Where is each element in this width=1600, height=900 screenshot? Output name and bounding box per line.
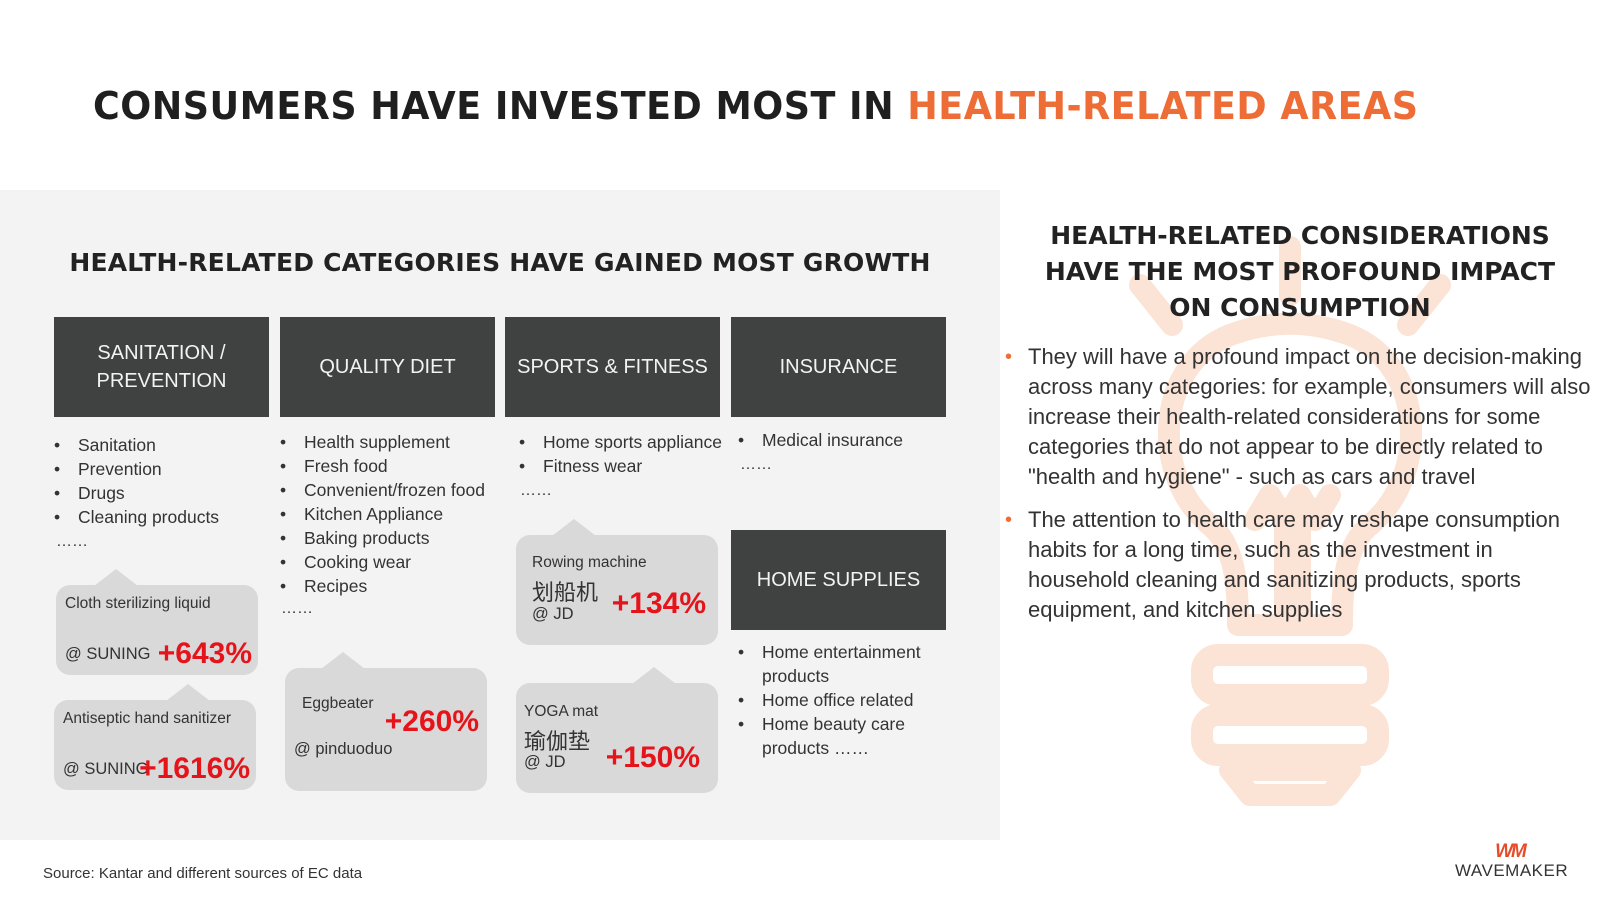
wavemaker-logo-icon: WM (1495, 841, 1527, 862)
callout-label: Antiseptic hand sanitizer (63, 710, 232, 727)
callout-eggbeater: Eggbeater +260% @ pinduoduo (285, 652, 487, 791)
list-item: Home sports appliance (519, 430, 739, 454)
callout-notch (321, 652, 365, 669)
sports-item-list: Home sports appliance Fitness wear (519, 430, 739, 478)
callout-source: @ JD (524, 753, 566, 771)
wavemaker-logo: WM WAVEMAKER (1455, 841, 1569, 880)
page-title-prefix: CONSUMERS HAVE INVESTED MOST IN (93, 84, 908, 128)
home-supplies-item-list: Home entertainment products Home office … (738, 640, 948, 760)
list-item: Recipes (280, 574, 505, 598)
callout-growth-value: +1616% (139, 752, 250, 785)
callout-source: @ SUNING (63, 760, 149, 778)
callout-notch (166, 684, 210, 701)
list-item: The attention to health care may reshape… (1005, 505, 1595, 625)
list-item: Fresh food (280, 454, 505, 478)
callout-label: YOGA mat (524, 703, 599, 720)
callout-notch (94, 569, 138, 586)
list-item: Fitness wear (519, 454, 739, 478)
category-header-insurance: INSURANCE (731, 317, 946, 417)
impact-points-list: They will have a profound impact on the … (1005, 342, 1595, 638)
quality-diet-more: …… (281, 600, 313, 617)
callout-yoga-mat: YOGA mat 瑜伽垫 @ JD +150% (516, 667, 718, 793)
list-item: Cooking wear (280, 550, 505, 574)
page-title: CONSUMERS HAVE INVESTED MOST IN HEALTH-R… (93, 84, 1419, 128)
callout-source: @ SUNING (65, 645, 151, 663)
sports-more: …… (520, 482, 552, 499)
insurance-item-list: Medical insurance (738, 428, 948, 452)
callout-growth-value: +134% (611, 587, 706, 620)
list-item: Home office related (738, 688, 948, 712)
callout-growth-value: +643% (157, 637, 252, 670)
callout-label-chinese: 瑜伽垫 (524, 730, 591, 755)
callout-label-chinese: 划船机 (532, 581, 599, 606)
list-item: Home entertainment products (738, 640, 948, 688)
list-item: Cleaning products (54, 505, 269, 529)
callout-cloth-sterilizing-liquid: Cloth sterilizing liquid @ SUNING +643% (56, 569, 258, 675)
wavemaker-logo-text: WAVEMAKER (1455, 861, 1569, 880)
callout-label: Eggbeater (302, 695, 374, 712)
callout-source: @ pinduoduo (294, 740, 393, 758)
list-item: Prevention (54, 457, 269, 481)
callout-growth-value: +150% (605, 741, 700, 774)
callout-label: Cloth sterilizing liquid (65, 595, 211, 612)
page-title-highlight: HEALTH-RELATED AREAS (907, 84, 1419, 128)
quality-diet-item-list: Health supplement Fresh food Convenient/… (280, 430, 505, 598)
list-item: Baking products (280, 526, 505, 550)
source-note: Source: Kantar and different sources of … (43, 865, 363, 882)
growth-panel-heading: HEALTH-RELATED CATEGORIES HAVE GAINED MO… (69, 248, 931, 277)
category-header-sports-fitness: SPORTS & FITNESS (505, 317, 720, 417)
list-item: Home beauty care products …… (738, 712, 948, 760)
callout-notch (632, 667, 676, 684)
sanitation-item-list: Sanitation Prevention Drugs Cleaning pro… (54, 433, 269, 529)
list-item: Medical insurance (738, 428, 948, 452)
impact-heading: HEALTH-RELATED CONSIDERATIONS HAVE THE M… (1044, 221, 1556, 322)
category-header-sanitation: SANITATION / PREVENTION (54, 317, 269, 417)
list-item: Health supplement (280, 430, 505, 454)
list-item: Sanitation (54, 433, 269, 457)
list-item: Drugs (54, 481, 269, 505)
growth-categories-panel: HEALTH-RELATED CATEGORIES HAVE GAINED MO… (0, 190, 1000, 840)
list-item: They will have a profound impact on the … (1005, 342, 1595, 492)
callout-notch (552, 519, 596, 536)
callout-antiseptic-hand-sanitizer: Antiseptic hand sanitizer @ SUNING +1616… (54, 684, 256, 790)
callout-source: @ JD (532, 605, 574, 623)
callout-rowing-machine: Rowing machine 划船机 @ JD +134% (516, 519, 718, 645)
category-header-quality-diet: QUALITY DIET (280, 317, 495, 417)
list-item: Convenient/frozen food (280, 478, 505, 502)
category-header-home-supplies: HOME SUPPLIES (731, 530, 946, 630)
callout-label: Rowing machine (532, 554, 647, 571)
sanitation-more: …… (56, 533, 88, 550)
insurance-more: …… (740, 456, 772, 473)
list-item: Kitchen Appliance (280, 502, 505, 526)
callout-growth-value: +260% (384, 705, 479, 738)
